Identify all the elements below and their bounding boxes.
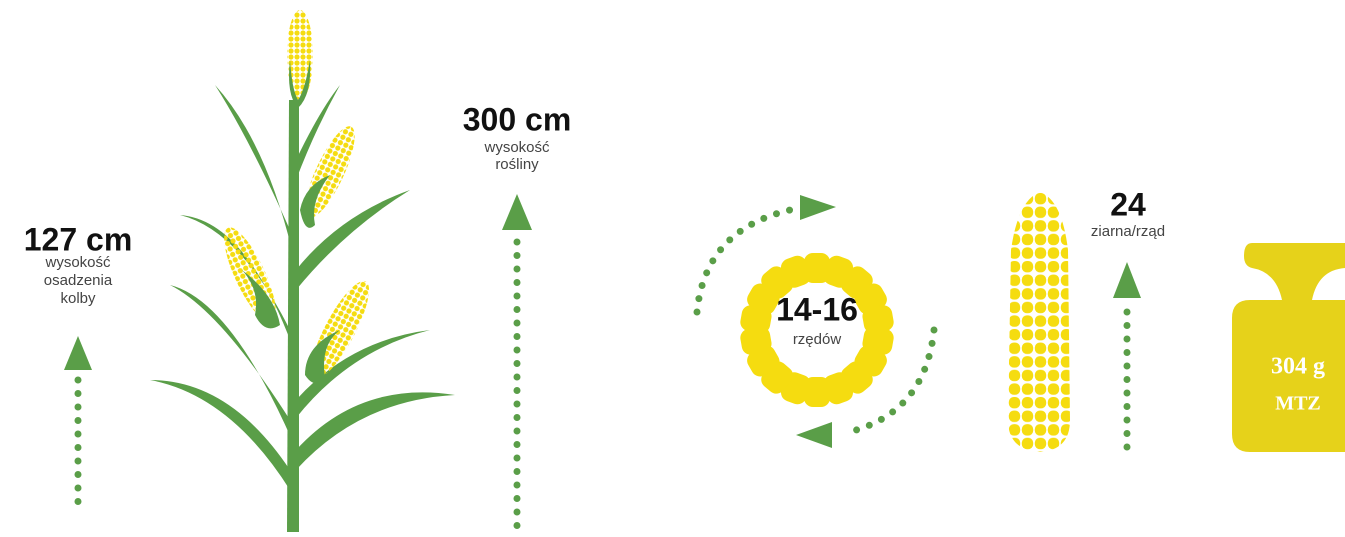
leaf <box>215 85 292 250</box>
weight-icon <box>1232 243 1345 452</box>
corn-plant <box>150 10 455 532</box>
ear-height-label: kolby <box>60 290 96 307</box>
arrow-head <box>1113 262 1141 298</box>
leaf <box>150 380 290 490</box>
arrow-head <box>800 195 836 220</box>
plant-height-label: wysokość <box>483 139 550 156</box>
page: 127 cm wysokość osadzenia kolby 300 cm w… <box>0 0 1345 532</box>
kernels-label: ziarna/rząd <box>1091 223 1165 240</box>
plant-height-label: rośliny <box>495 156 539 173</box>
ear-height-label: wysokość <box>44 254 111 271</box>
infographic: 127 cm wysokość osadzenia kolby 300 cm w… <box>0 0 1345 532</box>
rows-value: 14-16 <box>776 291 858 327</box>
ear-height-value: 127 cm <box>24 221 133 257</box>
weight-value: 304 g <box>1271 354 1325 380</box>
kernels-value: 24 <box>1110 186 1146 222</box>
plant-height-value: 300 cm <box>463 101 572 137</box>
weight-label: MTZ <box>1275 393 1321 415</box>
cob <box>1008 192 1070 452</box>
arrow-head <box>64 336 92 370</box>
leaf <box>296 392 455 470</box>
rows-label: rzędów <box>793 331 842 348</box>
arrow-head <box>502 194 532 230</box>
ear-height-label: osadzenia <box>44 272 113 289</box>
arrow-head <box>796 422 832 448</box>
